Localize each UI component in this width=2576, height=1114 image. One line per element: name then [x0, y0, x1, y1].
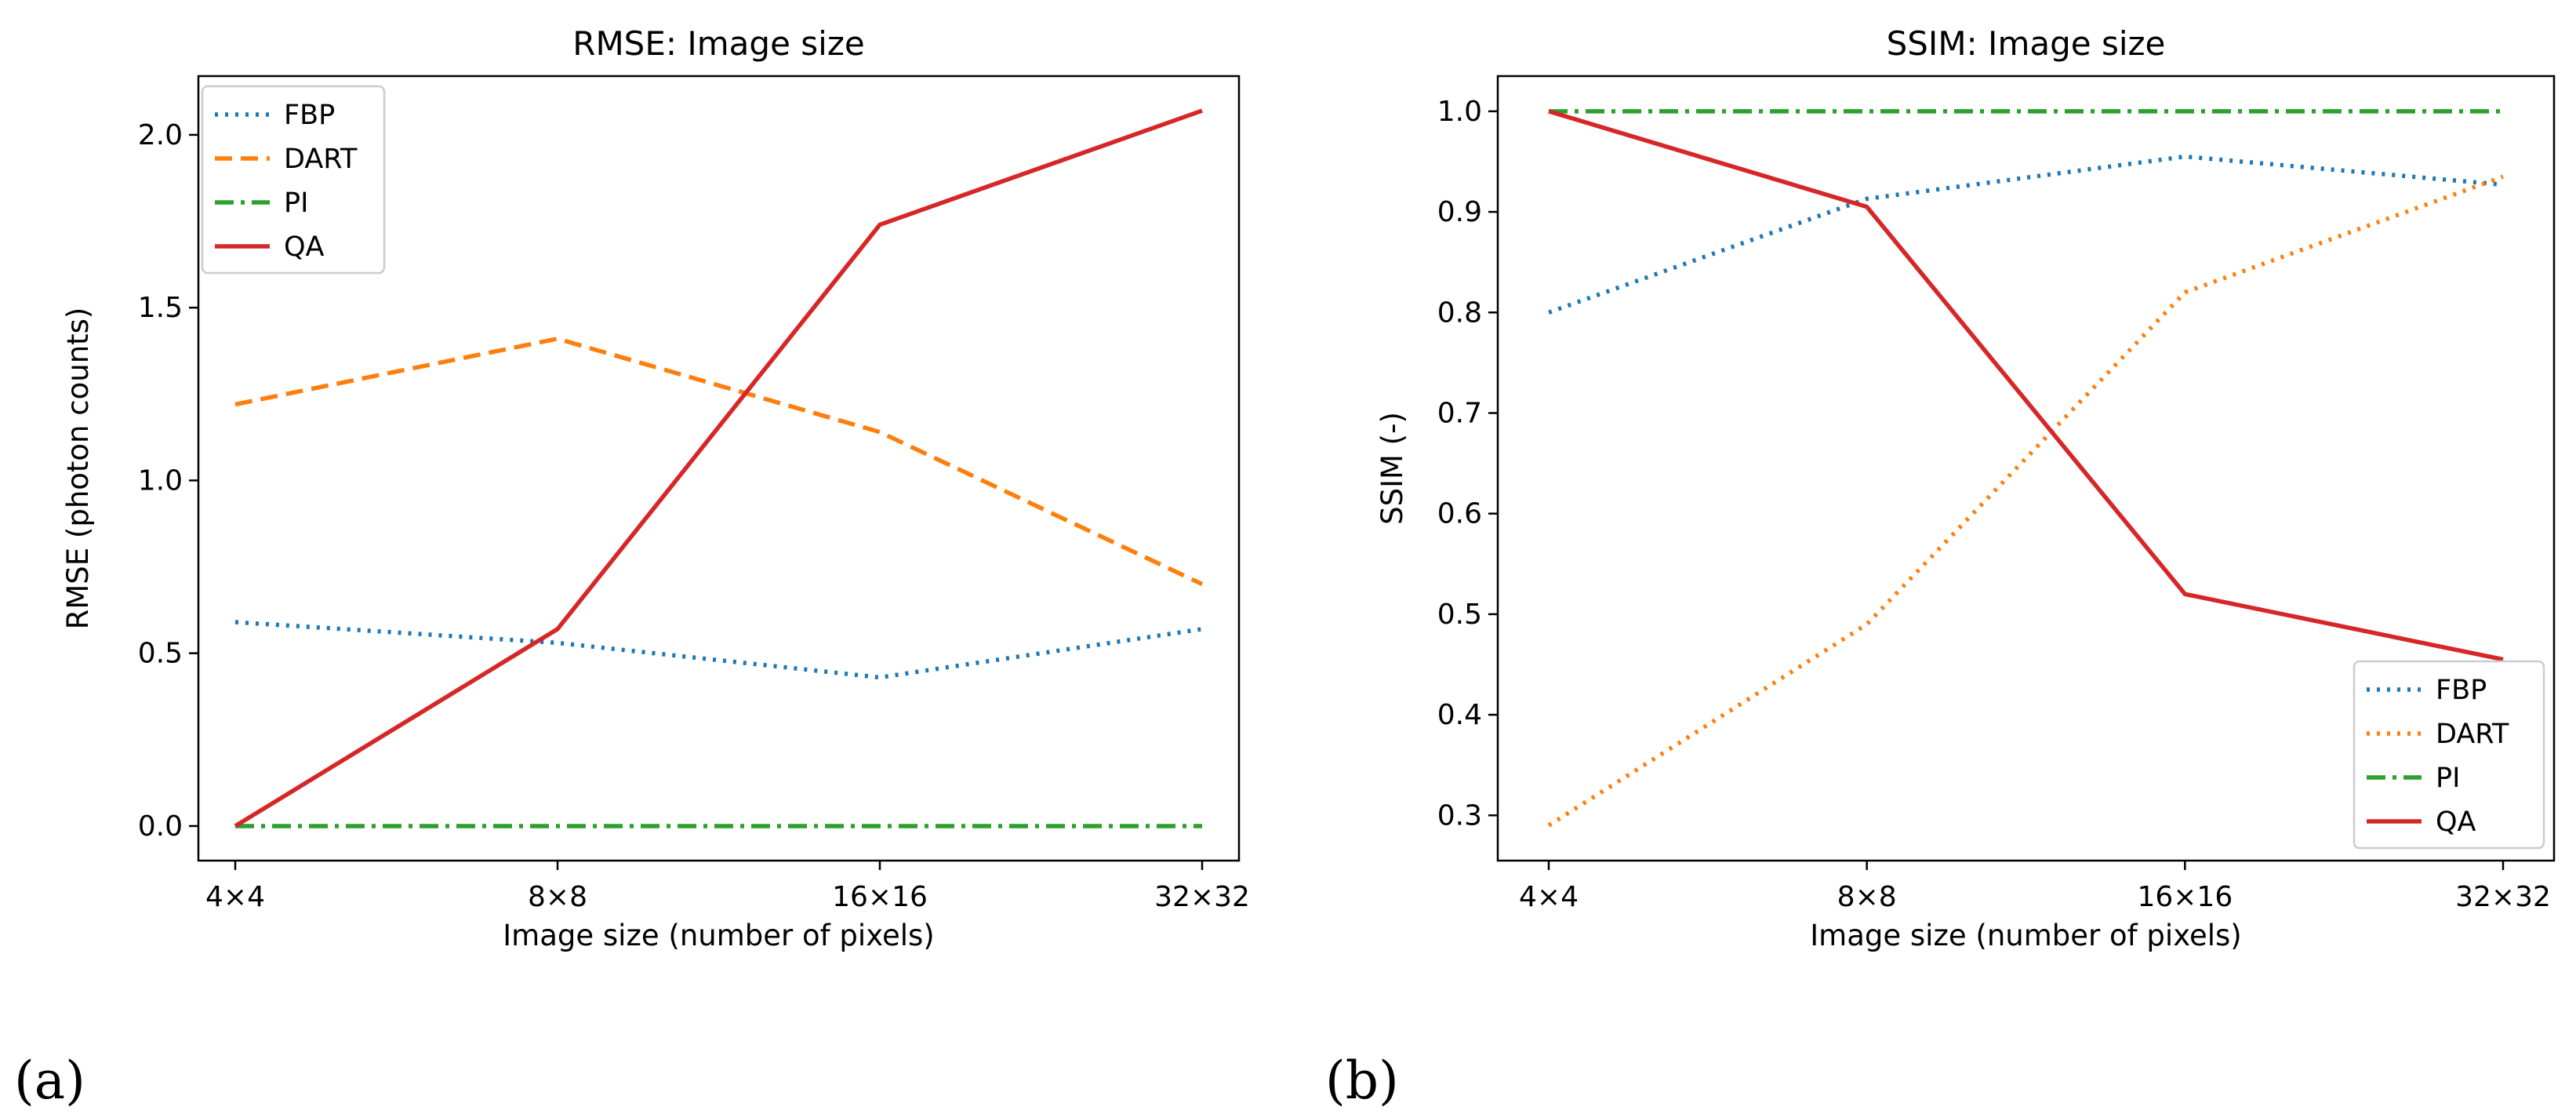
y-tick-label: 0.5 [138, 638, 183, 670]
chart-title: RMSE: Image size [572, 24, 864, 63]
chart-title: SSIM: Image size [1887, 24, 2166, 63]
panel-label: (a) [14, 1050, 85, 1111]
legend-box [201, 85, 386, 275]
series-line-dart [234, 337, 1204, 587]
legend-label-fbp: FBP [2436, 675, 2487, 706]
chart-rmse: 0.0 0.5 1.0 1.5 2.0 4×4 8×8 16×16 32×32 RMSE: Ima… [14, 24, 1250, 1111]
x-tick-label: 32×32 [2455, 881, 2551, 913]
y-tick-label: 0.9 [1437, 196, 1482, 228]
series-line-fbp [234, 620, 1203, 680]
y-tick-label: 2.0 [138, 119, 183, 151]
x-tick-label: 16×16 [832, 881, 928, 913]
x-tick-label: 8×8 [528, 881, 587, 913]
y-tick-label: 0.3 [1437, 799, 1482, 832]
plot-frame [197, 75, 1241, 862]
y-tick-label: 1.5 [138, 292, 183, 324]
legend: FBP DART PI QA [201, 85, 386, 275]
x-axis-label: Image size (number of pixels) [503, 919, 934, 952]
plot-frame [1496, 75, 2556, 862]
legend-label-pi: PI [2436, 763, 2460, 794]
legend-box [2353, 660, 2545, 850]
legend-label-qa: QA [284, 231, 325, 263]
x-tick-label: 4×4 [1519, 881, 1579, 913]
y-tick-label: 0.7 [1437, 397, 1482, 429]
y-tick-label: 0.4 [1437, 699, 1482, 731]
legend-label-dart: DART [2436, 719, 2509, 750]
y-tick-label: 1.0 [1437, 96, 1482, 128]
y-tick-label: 0.0 [138, 810, 183, 843]
legend-label-dart: DART [284, 144, 358, 175]
x-tick-label: 32×32 [1154, 881, 1250, 913]
y-axis-label: SSIM (-) [1375, 412, 1409, 525]
y-tick-label: 0.6 [1437, 498, 1482, 530]
series-line-qa [1548, 109, 2504, 662]
y-tick-label: 0.8 [1437, 297, 1482, 329]
y-axis-label: RMSE (photon counts) [61, 308, 95, 630]
series-line-qa [234, 108, 1203, 828]
y-tick-label: 0.5 [1437, 599, 1482, 631]
chart-ssim: 0.3 0.4 0.5 0.6 0.7 0.8 0.9 1.0 4×4 8×8 16×16 32×32… [1325, 24, 2556, 1111]
legend-label-fbp: FBP [284, 100, 335, 131]
legend-label-qa: QA [2436, 806, 2476, 838]
y-tick-label: 1.0 [138, 464, 183, 497]
series-line-fbp [1548, 154, 2504, 315]
legend-label-pi: PI [284, 187, 308, 219]
x-tick-label: 8×8 [1837, 881, 1897, 913]
x-axis-label: Image size (number of pixels) [1810, 919, 2241, 952]
x-tick-label: 4×4 [205, 881, 265, 913]
panel-label: (b) [1325, 1050, 1399, 1111]
legend: FBP DART PI QA [2353, 660, 2545, 850]
x-tick-label: 16×16 [2137, 881, 2233, 913]
